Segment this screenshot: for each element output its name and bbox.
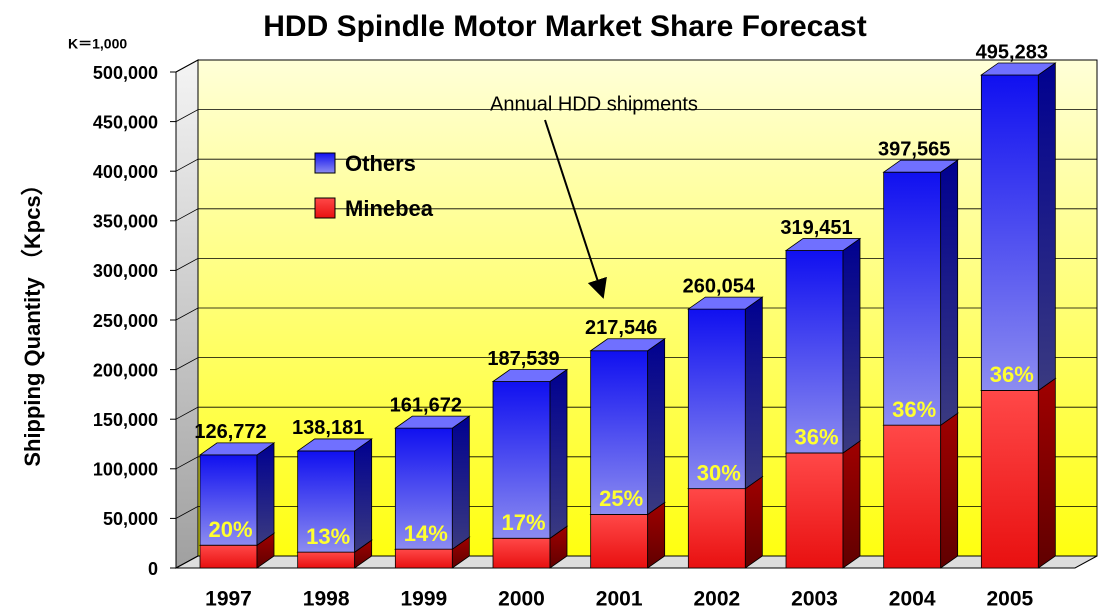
x-tick-label: 2000	[498, 588, 545, 611]
share-label: 13%	[306, 524, 350, 549]
total-label: 187,539	[487, 348, 559, 370]
total-label: 161,672	[390, 394, 462, 416]
y-tick-label: 200,000	[93, 360, 158, 380]
y-tick-label: 450,000	[93, 112, 158, 132]
bar-side	[1037, 377, 1056, 569]
total-label: 126,772	[194, 421, 266, 443]
share-label: 36%	[794, 425, 838, 450]
total-label: 319,451	[780, 217, 852, 239]
bar-top	[394, 415, 471, 429]
chart-title: HDD Spindle Motor Market Share Forecast	[263, 10, 866, 43]
bar-side	[940, 412, 959, 569]
bar	[199, 454, 258, 546]
x-tick-label: 1999	[400, 588, 447, 611]
bar-side	[842, 440, 861, 569]
bar	[297, 551, 356, 569]
legend-label: Others	[345, 151, 416, 176]
bar	[394, 427, 453, 550]
bar-side	[842, 237, 861, 454]
bar	[687, 308, 746, 490]
y-tick-label: 50,000	[103, 509, 158, 529]
bar	[980, 74, 1039, 391]
y-tick-label: 150,000	[93, 410, 158, 430]
y-axis-label: Shipping Quantity （Kpcs）	[20, 173, 45, 466]
bar	[297, 450, 356, 553]
bar-side	[354, 438, 373, 553]
bar-side	[744, 475, 763, 569]
bar-side	[647, 337, 666, 516]
share-label: 20%	[208, 517, 252, 542]
unit-note: K＝1,000	[68, 36, 127, 52]
bar-top	[980, 62, 1057, 76]
share-label: 17%	[501, 510, 545, 535]
legend-swatch	[314, 197, 336, 219]
bar	[883, 171, 942, 426]
bar-top	[687, 296, 764, 310]
total-label: 397,565	[878, 138, 950, 160]
total-label: 495,283	[976, 41, 1048, 63]
total-label: 217,546	[585, 317, 657, 339]
y-tick-label: 500,000	[93, 63, 158, 83]
share-label: 14%	[404, 521, 448, 546]
y-tick-label: 300,000	[93, 261, 158, 281]
bar	[394, 548, 453, 569]
y-tick-label: 100,000	[93, 460, 158, 480]
total-label: 138,181	[292, 417, 364, 439]
x-tick-label: 2005	[986, 588, 1033, 611]
grid-line	[175, 59, 1097, 73]
y-tick-label: 400,000	[93, 162, 158, 182]
bar-top	[882, 159, 959, 173]
x-tick-label: 1998	[303, 588, 350, 611]
legend-label: Minebea	[345, 196, 434, 221]
bar-side	[744, 296, 763, 490]
bar-side	[256, 442, 275, 546]
share-label: 30%	[697, 460, 741, 485]
y-tick-label: 250,000	[93, 311, 158, 331]
x-tick-label: 2001	[596, 588, 643, 611]
grid-line	[175, 109, 1097, 122]
y-tick-label: 350,000	[93, 212, 158, 232]
bar-top	[296, 438, 373, 452]
y-tick-label: 0	[148, 559, 158, 579]
bar	[687, 488, 746, 569]
bar	[883, 424, 942, 569]
bar-side	[940, 159, 959, 426]
bar	[590, 514, 649, 569]
bar	[492, 537, 551, 569]
bar-top	[198, 442, 276, 456]
annotation: Annual HDD shipments	[490, 93, 698, 115]
x-tick-label: 1997	[205, 588, 252, 611]
bar-side	[1037, 62, 1056, 392]
bar	[199, 544, 258, 569]
share-label: 25%	[599, 486, 643, 511]
total-label: 260,054	[683, 275, 756, 297]
bar	[785, 250, 844, 454]
bar-top	[491, 369, 569, 382]
bar	[492, 381, 551, 539]
bar	[785, 452, 844, 569]
x-tick-label: 2003	[791, 588, 838, 611]
grid-line	[175, 208, 1097, 222]
share-label: 36%	[990, 362, 1034, 387]
bar-top	[784, 238, 862, 251]
bar-side	[451, 415, 470, 550]
share-label: 36%	[892, 397, 936, 422]
bar-top	[589, 338, 666, 352]
bar	[980, 390, 1039, 569]
x-tick-label: 2004	[889, 588, 936, 611]
bar-side	[549, 368, 568, 540]
x-tick-label: 2002	[693, 588, 740, 611]
legend-swatch	[314, 152, 336, 174]
grid-line	[175, 158, 1097, 172]
annotation-arrow	[544, 119, 607, 299]
